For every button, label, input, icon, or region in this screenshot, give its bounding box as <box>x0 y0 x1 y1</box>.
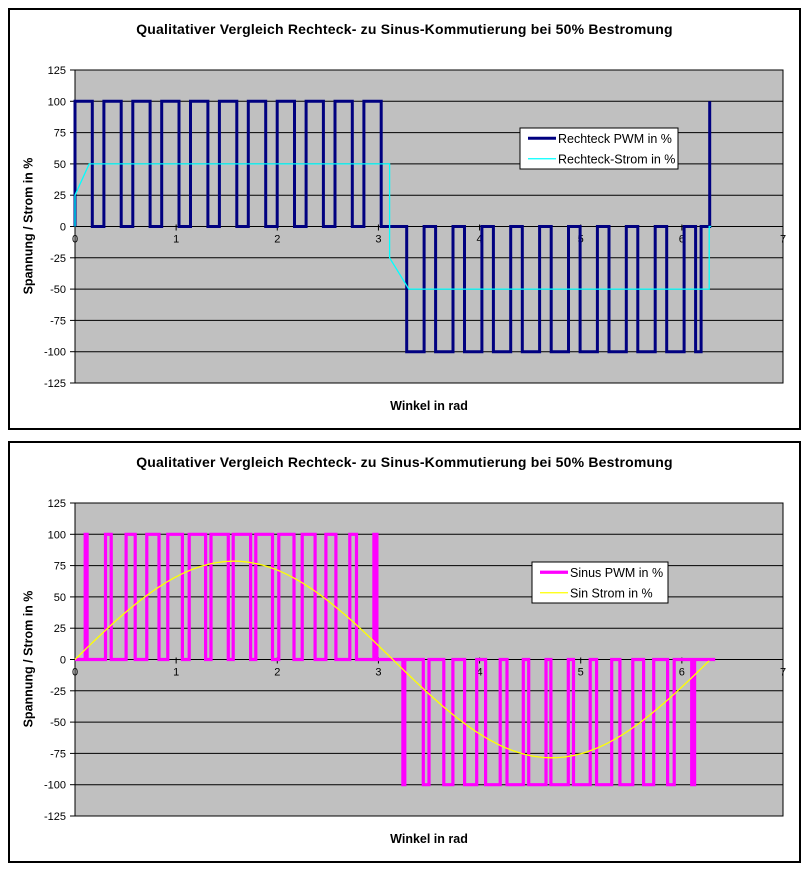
series-rechteck-strom-in- <box>74 163 712 290</box>
x-axis-title: Winkel in rad <box>390 832 468 846</box>
legend-label: Rechteck-Strom in % <box>558 152 675 166</box>
x-tick-label: 4 <box>477 667 483 679</box>
y-tick-label: 50 <box>54 592 66 604</box>
x-tick-label: 4 <box>477 234 483 246</box>
y-tick-label: -125 <box>44 811 66 823</box>
x-tick-label: 7 <box>780 667 786 679</box>
x-tick-label: 3 <box>375 234 381 246</box>
y-tick-label: 125 <box>48 65 66 77</box>
x-tick-label: 3 <box>375 667 381 679</box>
x-tick-label: 5 <box>578 667 584 679</box>
y-tick-label: 25 <box>54 623 66 635</box>
x-tick-label: 7 <box>780 234 786 246</box>
legend-label: Sin Strom in % <box>570 586 653 600</box>
y-axis-title: Spannung / Strom in % <box>21 157 36 295</box>
y-tick-label: 100 <box>48 529 66 541</box>
x-tick-label: 1 <box>173 234 179 246</box>
x-tick-label: 0 <box>72 667 78 679</box>
chart-title: Qualitativer Vergleich Rechteck- zu Sinu… <box>136 21 673 37</box>
y-tick-label: 75 <box>54 561 66 573</box>
y-tick-label: -50 <box>50 284 66 296</box>
x-tick-label: 1 <box>173 667 179 679</box>
sinus-chart-panel: 125 100 75 50 25 0 -25 -50 -75 -100 -125 0 1 2 3 4 5 6 7 Si… <box>8 441 801 863</box>
y-tick-label: -25 <box>50 253 66 265</box>
y-tick-label: -125 <box>44 378 66 390</box>
sinus-plot-area: 125 100 75 50 25 0 -25 -50 -75 -100 -125 0 1 2 3 4 5 6 7 Si… <box>44 498 786 823</box>
y-tick-label: 25 <box>54 190 66 202</box>
legend-label: Rechteck PWM in % <box>558 132 672 146</box>
series-rechteck-pwm-in- <box>73 99 712 354</box>
legend-box <box>519 127 679 170</box>
y-tick-label: -100 <box>44 780 66 792</box>
y-tick-label: -75 <box>50 315 66 327</box>
y-tick-label: -50 <box>50 717 66 729</box>
y-tick-label: 0 <box>60 655 66 667</box>
chart-title: Qualitativer Vergleich Rechteck- zu Sinu… <box>136 454 673 470</box>
y-tick-label: 0 <box>60 222 66 234</box>
y-tick-label: 50 <box>54 159 66 171</box>
y-tick-label: -100 <box>44 347 66 359</box>
x-axis-title: Winkel in rad <box>390 399 468 413</box>
y-tick-label: 75 <box>54 128 66 140</box>
y-tick-label: -25 <box>50 686 66 698</box>
x-tick-label: 6 <box>679 667 685 679</box>
legend-label: Sinus PWM in % <box>570 566 663 580</box>
rechteck-chart-panel: 125 100 75 50 25 0 -25 -50 -75 -100 -125 0 1 2 3 4 5 6 7 Re… <box>8 8 801 430</box>
x-tick-label: 0 <box>72 234 78 246</box>
x-tick-label: 6 <box>679 234 685 246</box>
x-tick-label: 2 <box>274 667 280 679</box>
y-axis-title: Spannung / Strom in % <box>21 590 36 728</box>
x-tick-label: 2 <box>274 234 280 246</box>
y-tick-label: 100 <box>48 96 66 108</box>
series-sin-strom-in- <box>74 560 710 759</box>
y-tick-label: 125 <box>48 498 66 510</box>
legend-box <box>531 561 669 604</box>
series-sinus-pwm-in- <box>75 532 716 787</box>
y-tick-label: -75 <box>50 748 66 760</box>
